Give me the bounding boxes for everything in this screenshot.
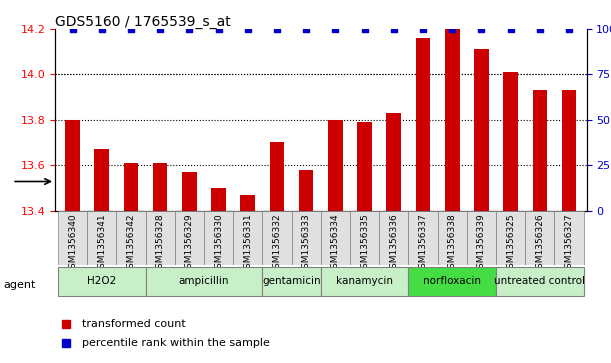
Bar — [503, 72, 518, 211]
Text: kanamycin: kanamycin — [336, 276, 393, 286]
Text: transformed count: transformed count — [82, 319, 185, 329]
Point — [155, 26, 165, 32]
FancyBboxPatch shape — [291, 211, 321, 265]
Text: GSM1356331: GSM1356331 — [243, 213, 252, 274]
Bar — [533, 90, 547, 211]
Bar — [474, 49, 489, 211]
FancyBboxPatch shape — [350, 211, 379, 265]
Point — [272, 26, 282, 32]
Text: GSM1356332: GSM1356332 — [273, 213, 282, 274]
Text: ampicillin: ampicillin — [178, 276, 229, 286]
FancyBboxPatch shape — [116, 211, 145, 265]
Text: GSM1356329: GSM1356329 — [185, 213, 194, 274]
Bar — [299, 170, 313, 211]
FancyBboxPatch shape — [467, 211, 496, 265]
FancyBboxPatch shape — [58, 266, 145, 296]
FancyBboxPatch shape — [321, 266, 408, 296]
Text: GSM1356337: GSM1356337 — [419, 213, 428, 274]
Text: GSM1356334: GSM1356334 — [331, 213, 340, 274]
Text: H2O2: H2O2 — [87, 276, 116, 286]
Bar — [65, 120, 80, 211]
Point — [506, 26, 516, 32]
Point — [185, 26, 194, 32]
Text: GSM1356326: GSM1356326 — [535, 213, 544, 274]
Point — [447, 26, 457, 32]
Text: GSM1356333: GSM1356333 — [302, 213, 310, 274]
FancyBboxPatch shape — [145, 211, 175, 265]
FancyBboxPatch shape — [437, 211, 467, 265]
Text: GSM1356339: GSM1356339 — [477, 213, 486, 274]
Text: percentile rank within the sample: percentile rank within the sample — [82, 338, 269, 348]
Text: GDS5160 / 1765539_s_at: GDS5160 / 1765539_s_at — [55, 15, 231, 29]
Text: gentamicin: gentamicin — [262, 276, 321, 286]
Point — [243, 26, 252, 32]
Bar — [241, 195, 255, 211]
Point — [418, 26, 428, 32]
Text: GSM1356336: GSM1356336 — [389, 213, 398, 274]
Point — [564, 26, 574, 32]
FancyBboxPatch shape — [175, 211, 204, 265]
FancyBboxPatch shape — [496, 211, 525, 265]
Point — [97, 26, 106, 32]
Point — [301, 26, 311, 32]
Point — [360, 26, 370, 32]
Text: GSM1356328: GSM1356328 — [156, 213, 164, 274]
Point — [214, 26, 224, 32]
Bar — [95, 149, 109, 211]
Point — [68, 26, 78, 32]
Text: GSM1356338: GSM1356338 — [448, 213, 456, 274]
Bar — [269, 143, 284, 211]
FancyBboxPatch shape — [496, 266, 584, 296]
FancyBboxPatch shape — [233, 211, 262, 265]
Bar — [182, 172, 197, 211]
Text: GSM1356340: GSM1356340 — [68, 213, 77, 274]
FancyBboxPatch shape — [525, 211, 554, 265]
FancyBboxPatch shape — [145, 266, 262, 296]
FancyBboxPatch shape — [408, 266, 496, 296]
Bar — [123, 163, 138, 211]
Text: GSM1356341: GSM1356341 — [97, 213, 106, 274]
Text: GSM1356327: GSM1356327 — [565, 213, 574, 274]
FancyBboxPatch shape — [87, 211, 116, 265]
Text: norfloxacin: norfloxacin — [423, 276, 481, 286]
FancyBboxPatch shape — [379, 211, 408, 265]
FancyBboxPatch shape — [262, 211, 291, 265]
Bar — [357, 122, 372, 211]
FancyBboxPatch shape — [554, 211, 584, 265]
Bar — [562, 90, 576, 211]
Point — [477, 26, 486, 32]
Text: GSM1356342: GSM1356342 — [126, 213, 136, 274]
Bar — [328, 120, 343, 211]
Point — [535, 26, 545, 32]
FancyBboxPatch shape — [321, 211, 350, 265]
FancyBboxPatch shape — [204, 211, 233, 265]
Point — [331, 26, 340, 32]
Bar — [415, 38, 430, 211]
FancyBboxPatch shape — [262, 266, 321, 296]
FancyBboxPatch shape — [408, 211, 437, 265]
Text: agent: agent — [3, 280, 35, 290]
Text: GSM1356325: GSM1356325 — [506, 213, 515, 274]
Bar — [153, 163, 167, 211]
Bar — [445, 29, 459, 211]
Text: GSM1356335: GSM1356335 — [360, 213, 369, 274]
Point — [126, 26, 136, 32]
Point — [389, 26, 399, 32]
Bar — [387, 113, 401, 211]
Text: untreated control: untreated control — [494, 276, 585, 286]
FancyBboxPatch shape — [58, 211, 87, 265]
Bar — [211, 188, 226, 211]
Text: GSM1356330: GSM1356330 — [214, 213, 223, 274]
